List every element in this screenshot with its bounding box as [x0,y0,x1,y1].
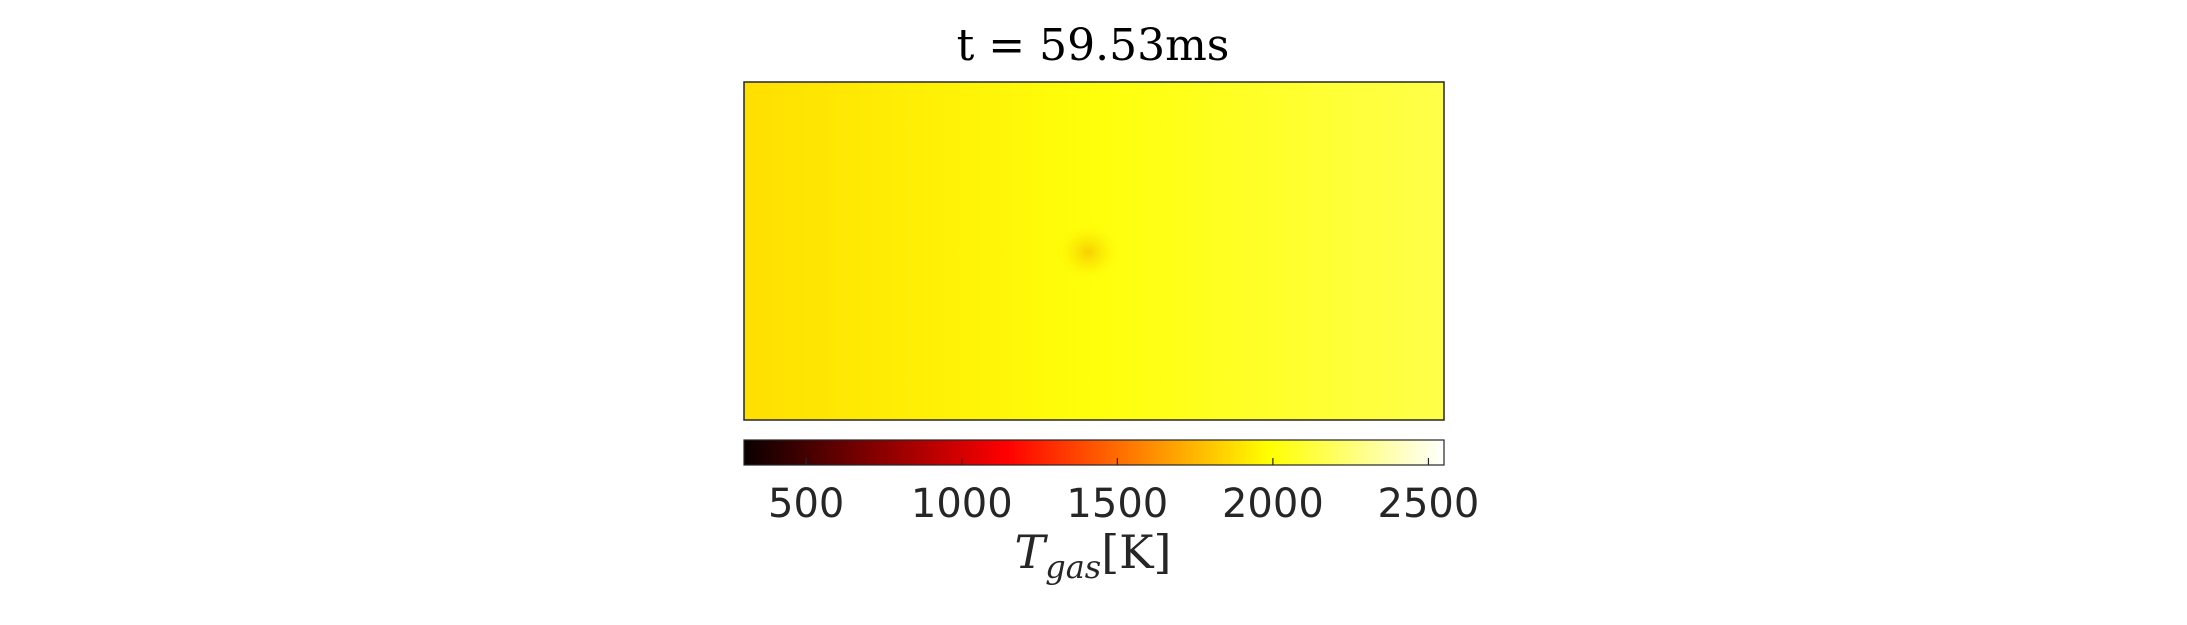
colorbar-label: Tgas[K] [1015,525,1172,586]
colorbar-tick-label: 500 [768,481,844,527]
colorbar-gradient [744,440,1444,465]
colorbar-tick-label: 2000 [1222,481,1324,527]
colorbar-frame [743,439,1445,466]
chart-title: t = 59.53ms [957,20,1230,71]
colorbar-label-symbol: T [1015,525,1049,579]
colorbar-tick-labels: 500 1000 1500 2000 2500 [768,481,1479,527]
colorbar-tick-label: 1500 [1066,481,1168,527]
colorbar-tick-label: 1000 [911,481,1013,527]
plot-frame [743,81,1445,421]
colorbar: 500 1000 1500 2000 2500 Tgas[K] [743,439,1479,586]
heatmap-hotspot [1054,222,1122,282]
heatmap-plot [743,81,1445,421]
colorbar-tick-label: 2500 [1378,481,1480,527]
colorbar-ticks [805,458,1430,465]
colorbar-label-unit: [K] [1101,525,1171,579]
colorbar-label-subscript: gas [1045,548,1101,586]
